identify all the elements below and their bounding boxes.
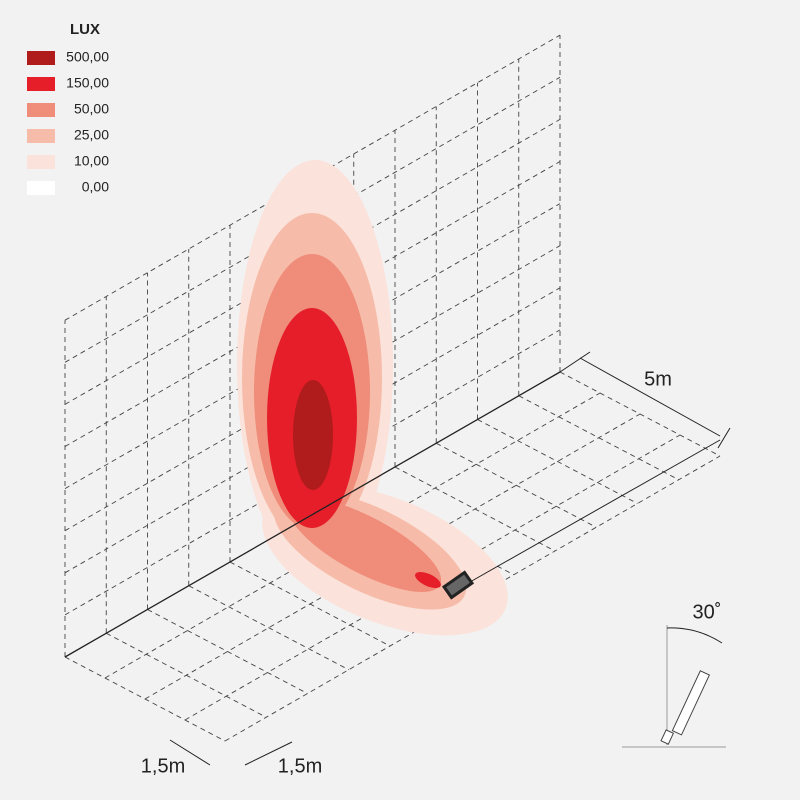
- legend-label: 10,00: [74, 153, 109, 169]
- dimension-line: [169, 739, 211, 766]
- legend-label: 150,00: [66, 75, 109, 91]
- legend-swatch: [27, 51, 55, 65]
- dimension-label: 1,5m: [141, 755, 185, 777]
- dimension-line: [469, 439, 721, 583]
- grid-line: [188, 585, 349, 671]
- tilt-label: 30˚: [693, 601, 722, 623]
- grid-line: [436, 442, 597, 528]
- isolux-zone: [415, 571, 441, 589]
- grid-line: [477, 419, 638, 504]
- light-distribution: [237, 160, 508, 636]
- fixture: [441, 570, 475, 600]
- legend-label: 50,00: [74, 101, 109, 117]
- dimension-line: [559, 351, 591, 373]
- legend-swatch: [27, 129, 55, 143]
- grid-line: [147, 609, 308, 694]
- wall-base: [64, 371, 561, 658]
- legend-title: LUX: [70, 21, 100, 38]
- dimension-line: [717, 427, 731, 449]
- dimension-label: 5m: [644, 368, 672, 390]
- legend-swatch: [27, 155, 55, 169]
- legend-swatch: [27, 103, 55, 117]
- dimension-line: [244, 741, 293, 766]
- dimension-line: [579, 357, 721, 437]
- legend-swatch: [27, 181, 55, 195]
- isolux-zone: [293, 380, 333, 490]
- legend: 500,00 150,00 50,00 25,00 10,00 0,00: [27, 49, 109, 195]
- legend-label: 25,00: [74, 127, 109, 143]
- legend-label: 500,00: [66, 49, 109, 65]
- legend-swatch: [27, 77, 55, 91]
- legend-label: 0,00: [82, 179, 109, 195]
- tilt-icon: [622, 625, 726, 748]
- dimension-label: 1,5m: [278, 755, 322, 777]
